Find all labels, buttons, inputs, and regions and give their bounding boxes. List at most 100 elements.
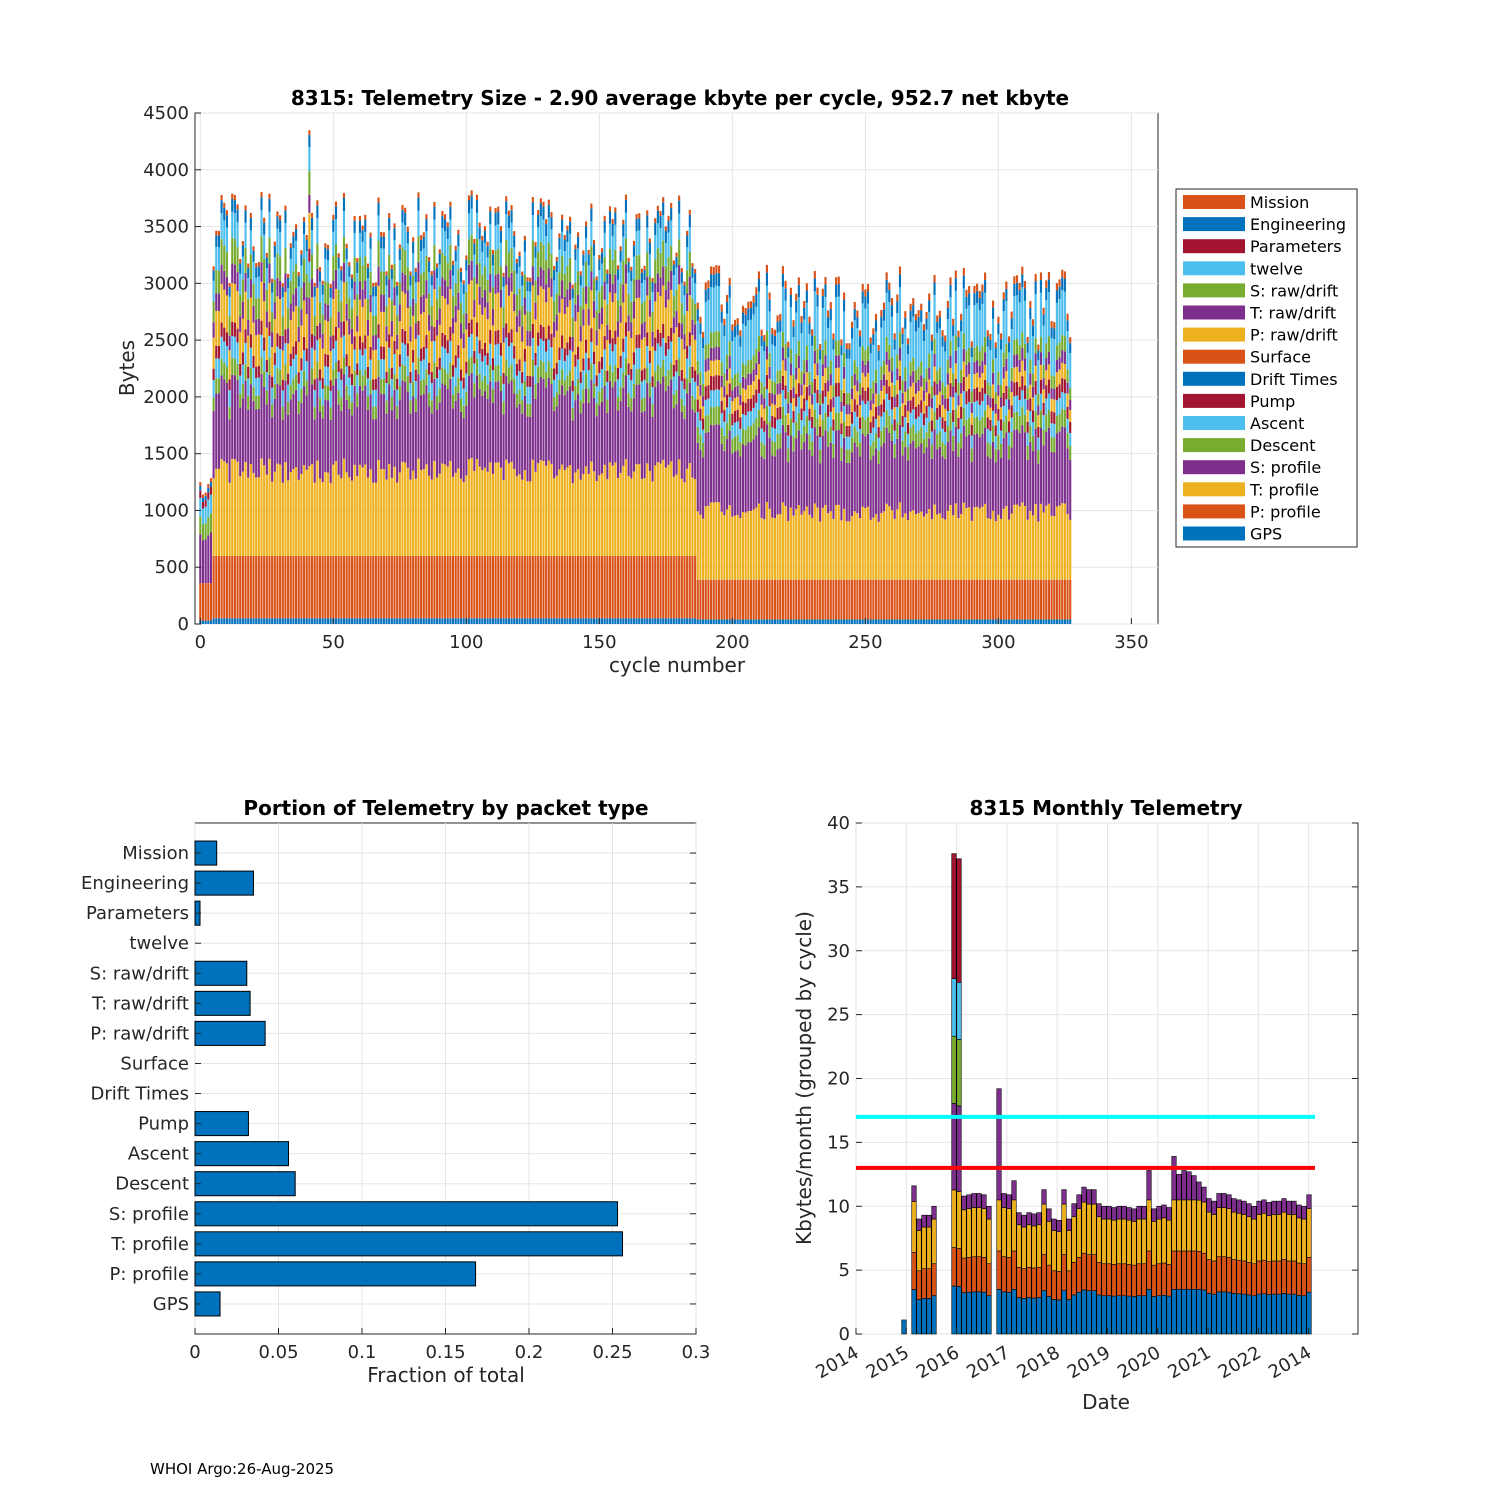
- top-bar-segment: [882, 320, 886, 361]
- top-bar-segment: [465, 391, 468, 406]
- top-bar-segment: [619, 250, 622, 262]
- top-bar-segment: [962, 391, 965, 408]
- br-bar-segment: [1126, 1219, 1132, 1265]
- top-bar-segment: [920, 619, 923, 624]
- top-bar-segment: [1002, 292, 1005, 300]
- top-bar-segment: [475, 194, 479, 200]
- top-bar-segment: [795, 619, 798, 624]
- top-bar-segment: [398, 400, 401, 473]
- top-bar-segment: [981, 346, 984, 362]
- top-bar-segment: [920, 303, 923, 311]
- top-bar-segment: [882, 309, 886, 321]
- top-bar-segment: [271, 618, 274, 624]
- top-bar-segment: [521, 285, 524, 307]
- top-bar-segment: [494, 331, 497, 345]
- top-y-tick-label: 1000: [143, 500, 189, 521]
- top-y-tick-label: 3500: [143, 217, 189, 238]
- top-bar-segment: [904, 405, 907, 418]
- top-bar-segment: [627, 257, 630, 263]
- br-bar-segment: [1086, 1290, 1092, 1335]
- top-bar-segment: [223, 289, 226, 328]
- top-bar-segment: [326, 555, 330, 619]
- top-bar-segment: [904, 513, 907, 580]
- top-bar-segment: [829, 579, 832, 620]
- top-bar-segment: [723, 619, 726, 624]
- top-bar-segment: [824, 412, 827, 431]
- top-bar-segment: [459, 618, 463, 624]
- top-bar-segment: [904, 367, 907, 381]
- top-bar-segment: [877, 450, 880, 464]
- top-bar-segment: [999, 419, 1003, 431]
- top-bar-segment: [763, 431, 766, 445]
- top-bar-segment: [874, 382, 878, 394]
- top-bar-segment: [712, 274, 715, 288]
- top-bar-segment: [1053, 399, 1056, 413]
- top-y-tick-label: 0: [178, 614, 189, 635]
- top-bar-segment: [201, 583, 205, 621]
- top-bar-segment: [422, 379, 425, 395]
- top-bar-segment: [832, 579, 835, 620]
- top-chart-title: 8315: Telemetry Size - 2.90 average kbyt…: [291, 86, 1069, 110]
- top-bar-segment: [1026, 399, 1029, 410]
- top-bar-segment: [510, 329, 513, 343]
- top-bar-segment: [257, 408, 260, 478]
- top-bar-segment: [768, 421, 771, 438]
- top-bar-segment: [369, 469, 372, 556]
- top-bar-segment: [393, 287, 396, 306]
- top-bar-segment: [989, 339, 992, 351]
- top-bar-segment: [858, 346, 862, 383]
- br-chart-title: 8315 Monthly Telemetry: [970, 796, 1243, 820]
- top-bar-segment: [409, 555, 412, 619]
- top-y-tick-label: 3000: [143, 273, 189, 294]
- top-bar-segment: [656, 380, 659, 463]
- top-bar-segment: [451, 260, 455, 265]
- top-bar-segment: [880, 404, 883, 417]
- top-bar-segment: [1042, 579, 1045, 620]
- top-bar-segment: [390, 279, 393, 301]
- legend-swatch: [1183, 438, 1245, 453]
- top-bar-segment: [744, 365, 747, 379]
- br-reference-lines: [856, 1114, 1315, 1170]
- top-bar-segment: [781, 286, 784, 332]
- top-bar-segment: [1055, 302, 1058, 346]
- top-bar-segment: [358, 281, 361, 300]
- top-bar-segment: [255, 395, 258, 410]
- top-bar-segment: [590, 246, 593, 272]
- top-bar-segment: [672, 333, 675, 365]
- top-bar-segment: [276, 346, 279, 368]
- top-bar-segment: [707, 280, 710, 288]
- top-bar-segment: [960, 320, 963, 332]
- top-bar-segment: [848, 462, 851, 522]
- top-bar-segment: [616, 368, 620, 380]
- top-bar-segment: [287, 343, 290, 374]
- top-bar-segment: [739, 330, 742, 337]
- top-bar-segment: [563, 239, 566, 252]
- top-bar-segment: [199, 516, 202, 535]
- top-bar-segment: [217, 358, 221, 379]
- top-bar-segment: [310, 230, 314, 255]
- br-bar-segment: [966, 1257, 972, 1293]
- top-bar-segment: [1007, 387, 1011, 400]
- top-bar-segment: [494, 208, 497, 214]
- top-bar-segment: [542, 555, 545, 619]
- top-bar-segment: [223, 379, 226, 462]
- top-bar-segment: [864, 390, 867, 405]
- top-bar-segment: [725, 619, 729, 624]
- top-bar-segment: [239, 258, 242, 264]
- top-bar-segment: [265, 360, 268, 372]
- top-bar-segment: [236, 247, 239, 273]
- top-bar-segment: [281, 390, 284, 407]
- top-bar-segment: [683, 285, 686, 296]
- top-bar-segment: [1066, 418, 1069, 434]
- top-bar-segment: [305, 273, 308, 297]
- top-bar-segment: [773, 404, 776, 418]
- top-bar-segment: [765, 285, 769, 331]
- top-bar-segment: [318, 618, 322, 624]
- top-bar-segment: [318, 338, 322, 370]
- top-bar-segment: [654, 371, 657, 388]
- top-bar-segment: [231, 211, 234, 238]
- top-bar-segment: [507, 555, 510, 619]
- top-bar-segment: [997, 334, 1000, 372]
- top-bar-segment: [651, 331, 654, 347]
- top-bar-segment: [526, 481, 529, 556]
